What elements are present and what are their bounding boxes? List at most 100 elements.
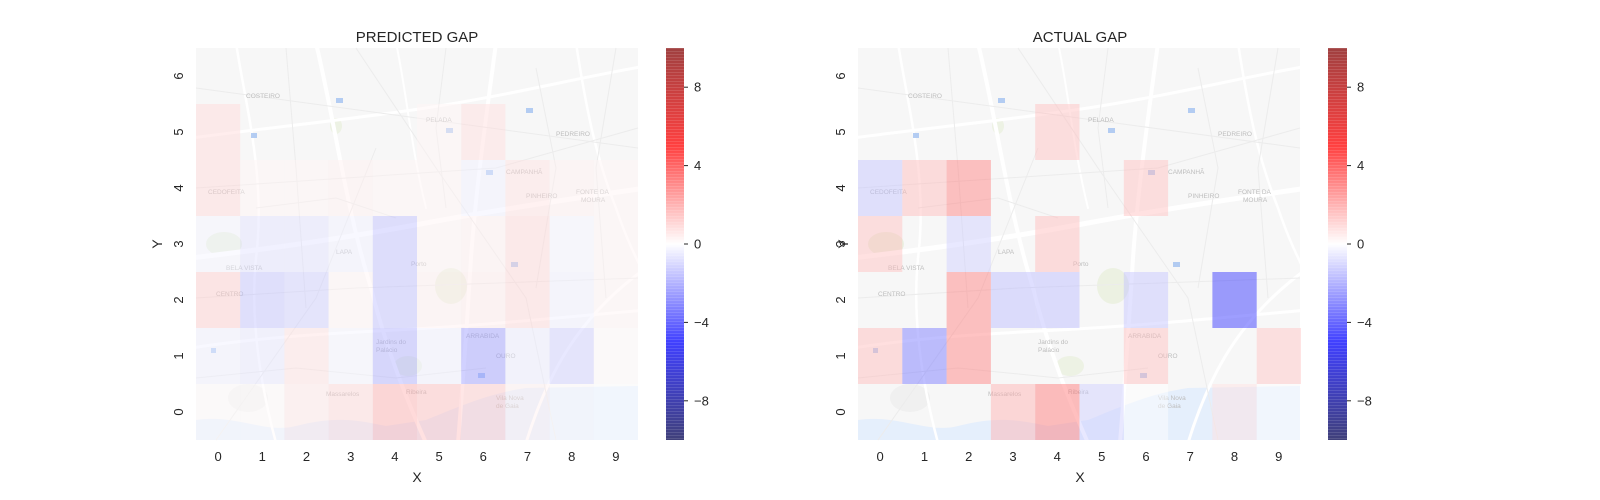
- heatmap-cell-x3-y2: [328, 272, 373, 328]
- y-axis: 0 1 2 3 4 5 6: [171, 72, 186, 415]
- heatmap-cell-x6-y4: [1123, 160, 1169, 216]
- heatmap-cell-x0-y2: [196, 272, 241, 328]
- x-tick-label: 5: [435, 449, 442, 464]
- chart-title: ACTUAL GAP: [1033, 29, 1127, 46]
- y-tick-label: 3: [171, 240, 186, 247]
- heatmap-cell-x2-y1: [946, 328, 991, 384]
- heatmap-cell-x2-y0: [284, 384, 329, 440]
- heatmap-cell-x8-y0: [549, 384, 594, 440]
- y-tick-label: 6: [833, 72, 848, 79]
- colorbar-tick-label: −4: [694, 315, 709, 330]
- heatmap-cell-x5-y5: [417, 104, 462, 160]
- heatmap-cell-x7-y4: [505, 160, 550, 216]
- colorbar-tick-label: 4: [1357, 158, 1364, 173]
- heatmap-cell-x1-y1: [902, 328, 947, 384]
- x-axis-label: X: [412, 469, 422, 485]
- colorbar-stripes: [1328, 48, 1347, 440]
- x-tick-label: 3: [1009, 449, 1016, 464]
- heatmap-cell-x7-y2: [505, 272, 550, 328]
- heatmap-cell-x4-y1: [372, 328, 417, 384]
- heatmap-cell-x6-y4: [461, 160, 506, 216]
- heatmap-cell-x1-y0: [240, 384, 285, 440]
- x-tick-label: 1: [921, 449, 928, 464]
- heatmap-cell-x9-y1: [593, 328, 638, 384]
- colorbar-stripes: [666, 48, 684, 440]
- y-axis-label: Y: [149, 239, 165, 249]
- x-tick-label: 8: [1231, 449, 1238, 464]
- x-tick-label: 3: [347, 449, 354, 464]
- map-background: [853, 43, 1308, 443]
- heatmap-cell-x8-y2: [1212, 272, 1257, 328]
- heatmap-cell-x0-y1: [858, 328, 903, 384]
- chart-title: PREDICTED GAP: [356, 29, 479, 46]
- x-tick-label: 0: [876, 449, 883, 464]
- colorbar-tick-label: −8: [694, 393, 709, 408]
- actual-gap-panel: ACTUAL GAP 0 1 2 3 4 5 6 7 8 9 0 1 2 3 4 5 6 X Y 8 4 0 −4 −…: [833, 29, 1372, 485]
- x-tick-label: 7: [1187, 449, 1194, 464]
- heatmap-cell-x1-y4: [240, 160, 285, 216]
- heatmap-cell-x1-y2: [240, 272, 285, 328]
- heatmap-cell-x6-y1: [461, 328, 506, 384]
- colorbar-tick-label: 8: [694, 80, 701, 95]
- x-tick-label: 2: [965, 449, 972, 464]
- heatmap-cell-x4-y3: [1035, 216, 1080, 272]
- heatmap-cell-x2-y4: [946, 160, 991, 216]
- heatmap-cell-x5-y0: [1079, 384, 1124, 440]
- y-tick-label: 0: [833, 408, 848, 415]
- y-tick-label: 2: [833, 296, 848, 303]
- x-tick-label: 4: [1054, 449, 1061, 464]
- heatmap-cell-x3-y0: [328, 384, 373, 440]
- heatmap-cell-x4-y0: [1035, 384, 1080, 440]
- heatmap-cells: [858, 104, 1301, 440]
- colorbar-tick-label: 0: [1357, 237, 1364, 252]
- heatmap-cell-x4-y5: [1035, 104, 1080, 160]
- y-axis-label: Y: [835, 239, 851, 249]
- heatmap-cell-x5-y3: [417, 216, 462, 272]
- heatmap-cell-x9-y1: [1256, 328, 1301, 384]
- heatmap-cell-x3-y1: [328, 328, 373, 384]
- colorbar-tick-label: 4: [694, 158, 701, 173]
- heatmap-cells: [196, 104, 638, 440]
- x-tick-label: 6: [1142, 449, 1149, 464]
- y-tick-label: 5: [171, 128, 186, 135]
- y-axis: 0 1 2 3 4 5 6: [833, 72, 848, 415]
- y-tick-label: 5: [833, 128, 848, 135]
- heatmap-cell-x8-y3: [549, 216, 594, 272]
- heatmap-cell-x0-y3: [858, 216, 903, 272]
- colorbar-ticks: 8 4 0 −4 −8: [684, 80, 709, 408]
- heatmap-cell-x9-y0: [1256, 384, 1301, 440]
- heatmap-cell-x7-y0: [505, 384, 550, 440]
- x-tick-label: 5: [1098, 449, 1105, 464]
- x-tick-label: 7: [524, 449, 531, 464]
- heatmap-cell-x9-y4: [593, 160, 638, 216]
- heatmap-cell-x6-y3: [461, 216, 506, 272]
- x-tick-label: 8: [568, 449, 575, 464]
- heatmap-cell-x1-y1: [240, 328, 285, 384]
- y-tick-label: 1: [833, 352, 848, 359]
- heatmap-cell-x7-y1: [505, 328, 550, 384]
- heatmap-cell-x6-y2: [1123, 272, 1169, 328]
- y-tick-label: 4: [833, 184, 848, 191]
- heatmap-cell-x3-y4: [328, 160, 373, 216]
- heatmap-cell-x3-y0: [990, 384, 1036, 440]
- y-tick-label: 4: [171, 184, 186, 191]
- heatmap-cell-x4-y2: [1035, 272, 1080, 328]
- x-tick-label: 1: [259, 449, 266, 464]
- colorbar-tick-label: 8: [1357, 80, 1364, 95]
- heatmap-cell-x0-y0: [196, 384, 241, 440]
- x-axis: 0 1 2 3 4 5 6 7 8 9: [876, 449, 1282, 464]
- y-tick-label: 0: [171, 408, 186, 415]
- heatmap-cell-x4-y3: [372, 216, 417, 272]
- heatmap-cell-x8-y2: [549, 272, 594, 328]
- x-tick-label: 6: [480, 449, 487, 464]
- heatmap-cell-x8-y1: [549, 328, 594, 384]
- colorbar-ticks: 8 4 0 −4 −8: [1347, 80, 1372, 408]
- heatmap-cell-x4-y4: [372, 160, 417, 216]
- heatmap-cell-x7-y3: [505, 216, 550, 272]
- x-tick-label: 9: [612, 449, 619, 464]
- heatmap-cell-x0-y1: [196, 328, 241, 384]
- colorbar-tick-label: 0: [694, 237, 701, 252]
- heatmap-cell-x2-y2: [946, 272, 991, 328]
